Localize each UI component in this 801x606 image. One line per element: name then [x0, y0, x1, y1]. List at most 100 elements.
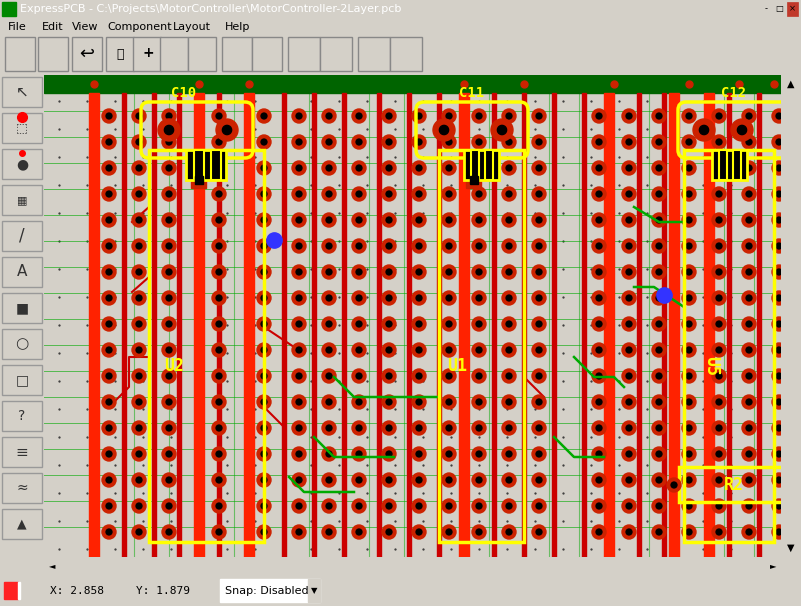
Circle shape	[412, 135, 426, 149]
Circle shape	[502, 161, 516, 175]
Circle shape	[596, 451, 602, 457]
Circle shape	[326, 139, 332, 145]
Circle shape	[132, 525, 146, 539]
Circle shape	[352, 239, 366, 253]
Circle shape	[292, 369, 306, 383]
Circle shape	[162, 187, 176, 201]
Bar	[44, 59, 54, 67]
Circle shape	[476, 451, 482, 457]
Circle shape	[682, 135, 696, 149]
Circle shape	[356, 399, 362, 405]
Circle shape	[166, 503, 172, 509]
Circle shape	[412, 109, 426, 123]
Circle shape	[416, 191, 422, 197]
Circle shape	[412, 369, 426, 383]
Circle shape	[682, 265, 696, 279]
Circle shape	[596, 139, 602, 145]
Circle shape	[382, 265, 396, 279]
Circle shape	[352, 109, 366, 123]
Circle shape	[212, 343, 226, 357]
Circle shape	[132, 135, 146, 149]
Circle shape	[296, 425, 302, 431]
Circle shape	[106, 321, 112, 327]
Circle shape	[102, 317, 116, 331]
Circle shape	[352, 421, 366, 435]
Circle shape	[712, 369, 726, 383]
Circle shape	[536, 477, 542, 483]
Text: ■: ■	[15, 301, 29, 315]
Bar	[72, 37, 102, 71]
Circle shape	[472, 421, 486, 435]
Bar	[133, 37, 161, 71]
Circle shape	[532, 525, 546, 539]
Bar	[222, 37, 252, 71]
Bar	[2, 580, 40, 601]
Circle shape	[442, 291, 456, 305]
Circle shape	[132, 395, 146, 409]
Bar	[320, 37, 352, 71]
Circle shape	[626, 451, 632, 457]
Bar	[464, 150, 499, 180]
Circle shape	[292, 447, 306, 461]
Circle shape	[442, 343, 456, 357]
Circle shape	[652, 239, 666, 253]
Circle shape	[216, 191, 222, 197]
Circle shape	[776, 295, 782, 301]
Circle shape	[776, 113, 782, 119]
Circle shape	[386, 217, 392, 223]
Circle shape	[472, 161, 486, 175]
Circle shape	[106, 425, 112, 431]
Circle shape	[656, 113, 662, 119]
Circle shape	[476, 295, 482, 301]
Text: A: A	[17, 264, 27, 279]
Circle shape	[352, 213, 366, 227]
Circle shape	[261, 269, 267, 275]
Circle shape	[686, 399, 692, 405]
Circle shape	[166, 295, 172, 301]
Bar	[470, 176, 477, 184]
Circle shape	[682, 109, 696, 123]
Circle shape	[746, 477, 752, 483]
Circle shape	[412, 525, 426, 539]
Circle shape	[162, 317, 176, 331]
Circle shape	[596, 269, 602, 275]
Circle shape	[682, 291, 696, 305]
Circle shape	[136, 295, 142, 301]
Circle shape	[446, 347, 452, 353]
Bar	[2, 293, 42, 323]
Circle shape	[712, 239, 726, 253]
Bar	[437, 93, 441, 557]
Circle shape	[223, 125, 231, 135]
Circle shape	[386, 347, 392, 353]
Circle shape	[162, 213, 176, 227]
Circle shape	[166, 139, 172, 145]
Circle shape	[326, 347, 332, 353]
Bar	[288, 37, 320, 71]
Bar	[44, 75, 781, 93]
Circle shape	[656, 295, 662, 301]
Circle shape	[212, 161, 226, 175]
Circle shape	[212, 239, 226, 253]
Circle shape	[132, 161, 146, 175]
Circle shape	[216, 269, 222, 275]
Circle shape	[532, 135, 546, 149]
Circle shape	[446, 373, 452, 379]
Circle shape	[296, 243, 302, 249]
Bar	[188, 37, 216, 71]
Circle shape	[216, 529, 222, 535]
Circle shape	[132, 343, 146, 357]
Circle shape	[166, 269, 172, 275]
Circle shape	[686, 295, 692, 301]
Circle shape	[746, 243, 752, 249]
Circle shape	[433, 119, 455, 141]
Circle shape	[626, 165, 632, 171]
Text: Layout: Layout	[173, 21, 211, 32]
Circle shape	[442, 499, 456, 513]
Bar	[160, 37, 188, 71]
Circle shape	[412, 343, 426, 357]
Circle shape	[592, 161, 606, 175]
Circle shape	[416, 295, 422, 301]
Circle shape	[622, 291, 636, 305]
Circle shape	[257, 291, 271, 305]
Circle shape	[502, 317, 516, 331]
